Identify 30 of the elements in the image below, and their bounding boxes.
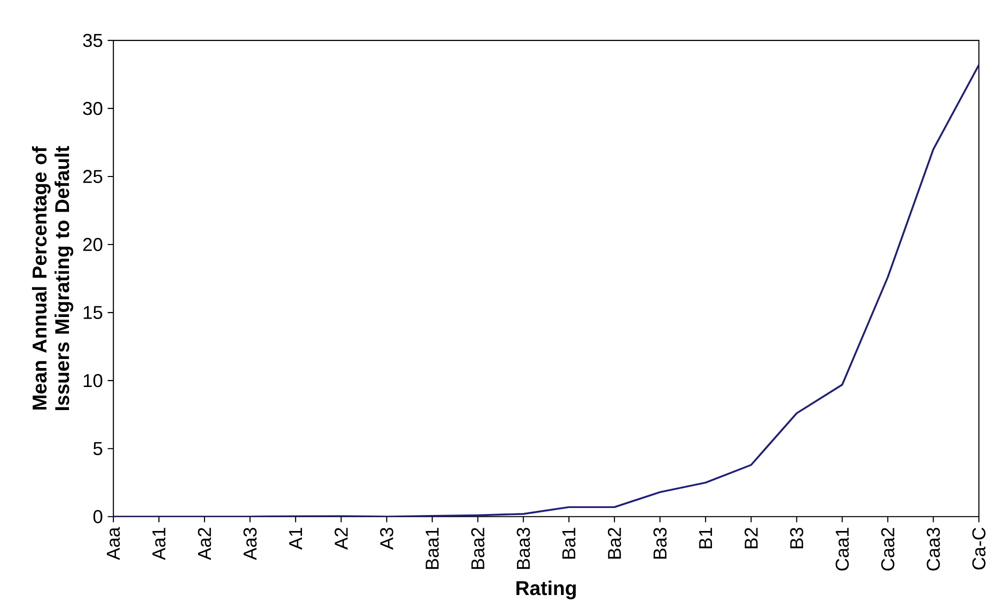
- y-tick-label: 15: [84, 306, 102, 319]
- y-tick-label: 5: [93, 442, 102, 456]
- x-tick-label: Ba3: [653, 528, 667, 559]
- x-tick-label: Ca-C: [972, 528, 986, 570]
- x-tick-label: A3: [380, 528, 394, 550]
- x-tick-label: Aaa: [106, 526, 120, 560]
- x-tick-label: Baa2: [471, 528, 484, 569]
- x-tick-label: B2: [744, 528, 758, 548]
- x-tick-label: Aa3: [243, 528, 257, 560]
- x-axis-title: Rating: [516, 580, 576, 600]
- x-tick-label: Caa3: [926, 528, 940, 570]
- y-tick-label: 25: [83, 170, 102, 184]
- x-tick-label: Baa1: [426, 528, 439, 569]
- y-tick-label: 10: [84, 374, 102, 388]
- x-tick-label: Caa2: [881, 528, 894, 570]
- y-tick-label: 0: [93, 510, 102, 524]
- x-tick-label: Caa1: [836, 528, 849, 570]
- y-tick-label: 30: [83, 102, 102, 115]
- x-tick-label: A1: [289, 528, 302, 550]
- x-tick-label: B1: [699, 528, 712, 548]
- x-tick-label: A2: [334, 528, 348, 550]
- x-tick-label: Ba1: [562, 528, 576, 559]
- x-tick-label: Aa2: [198, 528, 212, 560]
- x-tick-label: Ba2: [608, 528, 622, 559]
- y-tick-label: 20: [83, 238, 102, 252]
- x-tick-label: Aa1: [152, 528, 166, 560]
- y-axis-title: Mean Annual Percentage of Issuers Migrating to Default: [32, 146, 74, 410]
- x-tick-label: B3: [790, 528, 804, 548]
- x-tick-label: Baa3: [516, 528, 530, 569]
- y-tick-label: 35: [83, 34, 102, 47]
